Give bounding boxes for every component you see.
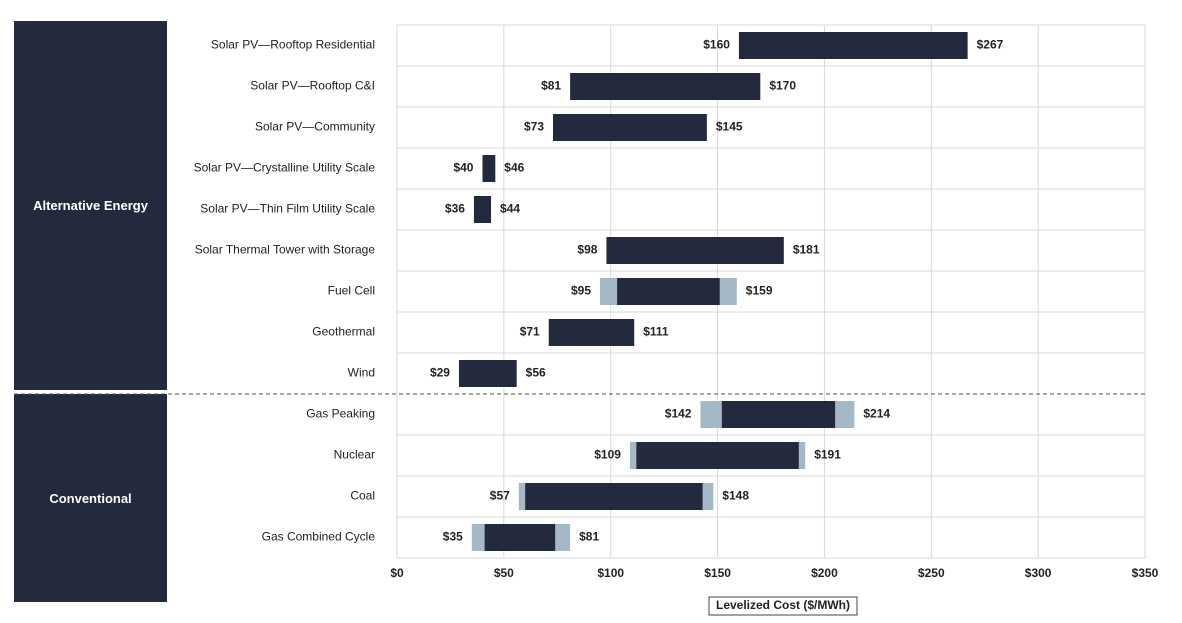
group-label-conventional: Conventional: [14, 394, 167, 602]
bar-high-value-label: $44: [500, 202, 520, 216]
bar-high-value-label: $181: [793, 243, 820, 257]
category-label: Gas Peaking: [306, 407, 375, 421]
bar-core-segment: [721, 401, 836, 428]
category-label: Fuel Cell: [328, 284, 375, 298]
bar-low-value-label: $160: [703, 38, 730, 52]
bar-low-value-label: $35: [443, 530, 463, 544]
category-label: Geothermal: [312, 325, 375, 339]
bar-high-value-label: $46: [504, 161, 524, 175]
group-label-text: Conventional: [49, 490, 132, 506]
x-axis-title: Levelized Cost ($/MWh): [716, 598, 850, 612]
bar-high-value-label: $111: [643, 325, 669, 339]
bar-low-value-label: $29: [430, 366, 450, 380]
bar-range: [553, 114, 707, 141]
bar-range: [473, 196, 492, 223]
x-tick-label: $250: [918, 566, 945, 580]
bar-high-value-label: $56: [526, 366, 546, 380]
bar-low-value-label: $95: [571, 284, 591, 298]
category-label: Wind: [348, 366, 375, 380]
category-label: Gas Combined Cycle: [262, 530, 376, 544]
x-tick-label: $150: [704, 566, 731, 580]
x-axis-title-box: [708, 596, 858, 616]
bar-core-segment: [484, 524, 556, 551]
bar-range: [548, 319, 635, 346]
bar-high-value-label: $148: [722, 489, 749, 503]
bar-low-value-label: $36: [445, 202, 465, 216]
bar-high-value-label: $214: [863, 407, 890, 421]
x-tick-label: $300: [1025, 566, 1052, 580]
bar-range: [482, 155, 496, 182]
bar-low-value-label: $71: [520, 325, 540, 339]
category-label: Solar PV—Rooftop C&I: [250, 79, 375, 93]
bar-high-value-label: $81: [579, 530, 599, 544]
bar-low-value-label: $109: [594, 448, 621, 462]
bar-range: [458, 360, 517, 387]
bar-range: [606, 237, 784, 264]
bar-core-segment: [525, 483, 703, 510]
category-label: Solar PV—Rooftop Residential: [211, 38, 375, 52]
bar-low-value-label: $73: [524, 120, 544, 134]
bar-low-value-label: $57: [490, 489, 510, 503]
bar-low-value-label: $98: [577, 243, 597, 257]
x-tick-label: $200: [811, 566, 838, 580]
bar-high-value-label: $145: [716, 120, 743, 134]
x-tick-label: $350: [1132, 566, 1159, 580]
category-label: Coal: [350, 489, 375, 503]
x-tick-label: $50: [494, 566, 514, 580]
bar-high-value-label: $170: [769, 79, 796, 93]
category-label: Solar PV—Crystalline Utility Scale: [194, 161, 376, 175]
bar-low-value-label: $81: [541, 79, 561, 93]
group-label-text: Alternative Energy: [33, 198, 148, 213]
category-label: Solar PV—Thin Film Utility Scale: [200, 202, 375, 216]
x-tick-label: $0: [390, 566, 404, 580]
bar-low-value-label: $40: [453, 161, 473, 175]
group-label-alternative-energy: Alternative Energy: [14, 21, 167, 390]
category-label: Solar Thermal Tower with Storage: [195, 243, 376, 257]
bar-high-value-label: $267: [977, 38, 1004, 52]
category-label: Nuclear: [334, 448, 375, 462]
plot-area-frame: [396, 24, 1146, 559]
bar-high-value-label: $159: [746, 284, 773, 298]
bar-range: [738, 32, 968, 59]
bar-core-segment: [636, 442, 799, 469]
bar-core-segment: [617, 278, 720, 305]
bar-range: [570, 73, 761, 100]
x-tick-label: $100: [597, 566, 624, 580]
bar-low-value-label: $142: [665, 407, 692, 421]
bar-high-value-label: $191: [814, 448, 841, 462]
category-label: Solar PV—Community: [255, 120, 375, 134]
